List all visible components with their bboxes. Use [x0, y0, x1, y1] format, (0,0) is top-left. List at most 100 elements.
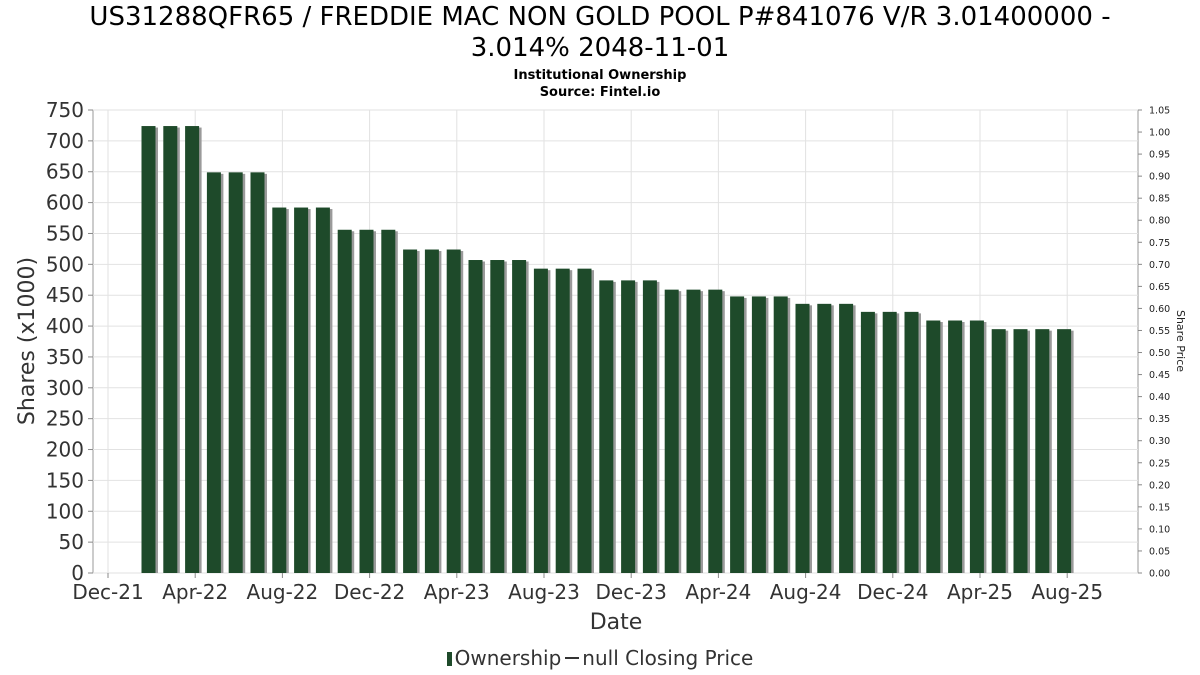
y-axis-title: Shares (x1000) [15, 257, 40, 425]
y-tick-label: 300 [46, 376, 84, 400]
y-tick-label: 750 [46, 98, 84, 122]
y2-tick-label: 1.00 [1149, 128, 1170, 139]
ownership-bar [708, 289, 723, 573]
legend-ownership-swatch [446, 652, 452, 666]
y-tick-label: 50 [59, 530, 84, 554]
y2-tick-label: 1.05 [1149, 106, 1170, 117]
y2-tick-label: 0.45 [1149, 370, 1170, 381]
ownership-bar [577, 268, 592, 573]
ownership-bar [926, 320, 941, 573]
y2-tick-label: 0.05 [1149, 546, 1170, 557]
y2-tick-label: 0.70 [1149, 260, 1170, 271]
ownership-bar [359, 229, 374, 573]
y2-tick-label: 0.85 [1149, 194, 1170, 205]
ownership-bar [446, 249, 461, 573]
ownership-bar [730, 296, 745, 573]
x-tick-label: Apr-22 [162, 580, 228, 604]
x-tick-label: Aug-22 [247, 580, 319, 604]
y-tick-label: 700 [46, 129, 84, 153]
ownership-bar [1013, 329, 1028, 573]
ownership-bar [337, 229, 352, 573]
ownership-bar [882, 311, 897, 573]
chart-title-line1: US31288QFR65 / FREDDIE MAC NON GOLD POOL… [89, 2, 1111, 32]
y2-tick-label: 0.35 [1149, 414, 1170, 425]
ownership-bar [490, 260, 505, 573]
ownership-bar [642, 280, 657, 573]
y-tick-label: 250 [46, 407, 84, 431]
y2-tick-label: 0.90 [1149, 172, 1170, 183]
ownership-bar [686, 289, 701, 573]
y2-tick-label: 0.95 [1149, 150, 1170, 161]
y-tick-label: 650 [46, 160, 84, 184]
ownership-bar [621, 280, 636, 573]
chart-source: Source: Fintel.io [539, 85, 661, 100]
chart-subtitle: Institutional Ownership [513, 68, 687, 83]
ownership-bar [773, 296, 788, 573]
ownership-bar [751, 296, 766, 573]
ownership-bar [272, 207, 287, 573]
x-tick-label: Apr-24 [685, 580, 751, 604]
x-tick-label: Aug-24 [770, 580, 842, 604]
y2-tick-label: 0.55 [1149, 326, 1170, 337]
y-tick-label: 450 [46, 283, 84, 307]
x-tick-label: Dec-23 [596, 580, 667, 604]
legend-price-line [565, 657, 580, 659]
ownership-bar [969, 320, 984, 573]
ownership-bar [512, 260, 527, 573]
ownership-bar [315, 207, 330, 573]
y2-tick-label: 0.15 [1149, 502, 1170, 513]
ownership-bar [599, 280, 614, 573]
y2-tick-label: 0.10 [1149, 524, 1170, 535]
y-tick-label: 550 [46, 221, 84, 245]
legend-ownership-label: Ownership [454, 646, 562, 670]
ownership-bar [403, 249, 418, 573]
ownership-bar [839, 303, 854, 573]
x-tick-label: Dec-24 [857, 580, 928, 604]
y2-tick-label: 0.50 [1149, 348, 1170, 359]
ownership-bar [294, 207, 309, 573]
y-tick-label: 400 [46, 314, 84, 338]
ownership-bar [163, 126, 178, 574]
y-tick-label: 200 [46, 438, 84, 462]
chart-legend: Ownership null Closing Price [0, 646, 1200, 670]
x-tick-label: Dec-22 [334, 580, 405, 604]
y2-tick-label: 0.75 [1149, 238, 1170, 249]
y-tick-label: 0 [71, 561, 84, 585]
x-tick-label: Apr-23 [424, 580, 490, 604]
x-tick-label: Dec-21 [72, 580, 143, 604]
ownership-bar [904, 311, 919, 573]
y2-tick-label: 0.25 [1149, 458, 1170, 469]
x-tick-label: Apr-25 [947, 580, 1013, 604]
ownership-bar [817, 303, 832, 573]
ownership-bar [948, 320, 963, 573]
ownership-bar [533, 268, 548, 573]
ownership-bar [206, 172, 221, 574]
ownership-bar [185, 126, 200, 574]
y-tick-label: 100 [46, 499, 84, 523]
y2-tick-label: 0.60 [1149, 304, 1170, 315]
ownership-bar [141, 126, 156, 574]
ownership-bar [381, 229, 396, 573]
ownership-bar [250, 172, 265, 574]
y2-tick-label: 0.00 [1149, 569, 1170, 580]
x-tick-label: Aug-25 [1031, 580, 1103, 604]
y-tick-label: 350 [46, 345, 84, 369]
chart-title-line2: 3.014% 2048-11-01 [470, 33, 730, 63]
legend-price-label: null Closing Price [582, 646, 754, 670]
ownership-bar [468, 260, 483, 573]
chart-title: US31288QFR65 / FREDDIE MAC NON GOLD POOL… [0, 2, 1200, 64]
y2-tick-label: 0.20 [1149, 480, 1170, 491]
ownership-bar [1035, 329, 1050, 573]
ownership-bar [1057, 329, 1072, 573]
y2-tick-label: 0.65 [1149, 282, 1170, 293]
ownership-bar [424, 249, 439, 573]
ownership-bar [555, 268, 570, 573]
y-tick-label: 600 [46, 191, 84, 215]
x-axis-title: Date [590, 610, 643, 635]
y-tick-label: 150 [46, 468, 84, 492]
ownership-bar [991, 329, 1006, 573]
ownership-bar [860, 311, 875, 573]
y2-axis-title: Share Price [1174, 310, 1187, 372]
y2-tick-label: 0.30 [1149, 436, 1170, 447]
